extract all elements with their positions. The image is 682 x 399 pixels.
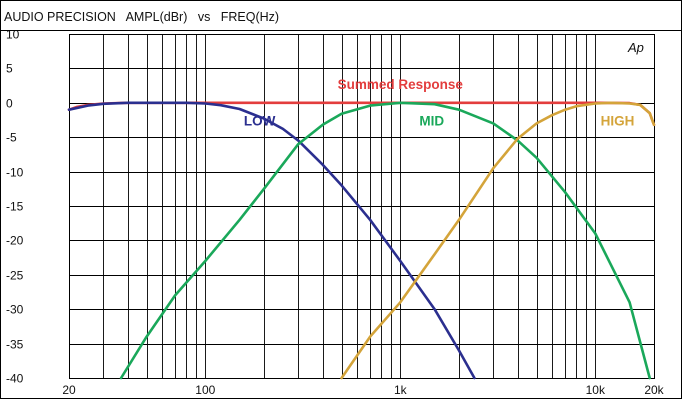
y-tick-label: -40 <box>6 372 24 386</box>
x-tick-label: 10k <box>586 383 606 397</box>
x-tick-label: 20k <box>644 383 664 397</box>
y-tick-label: -30 <box>6 303 24 317</box>
y-tick-label: -20 <box>6 234 24 248</box>
series-line-high <box>340 101 656 380</box>
y-tick-label: 10 <box>6 28 20 42</box>
plot-area-border <box>69 34 655 379</box>
y-tick-label: -15 <box>6 200 24 214</box>
x-tick-label: 20 <box>62 383 76 397</box>
series-layer <box>67 101 656 380</box>
series-line-summed-response <box>67 101 656 127</box>
label-layer: 10 5 0 -5 -10 -15 -20 -25 -30 -35 -40 20 100 1k 10k 20k… <box>6 28 665 398</box>
series-label-summed-response: Summed Response <box>338 77 464 92</box>
series-line-mid <box>119 101 652 380</box>
y-tick-label: -35 <box>6 338 24 352</box>
series-line-low <box>67 101 476 380</box>
y-tick-label: -25 <box>6 269 24 283</box>
plot-title-x-quantity: FREQ(Hz) <box>220 10 280 24</box>
plot-title-brand: AUDIO PRECISION <box>4 10 116 24</box>
y-tick-label: 5 <box>6 62 13 76</box>
y-tick-label: -5 <box>6 131 17 145</box>
series-label-high: HIGH <box>601 114 635 129</box>
y-tick-label: -10 <box>6 166 24 180</box>
y-tick-label: 0 <box>6 97 13 111</box>
series-label-low: LOW <box>244 114 276 129</box>
series-label-mid: MID <box>419 114 444 129</box>
plot-title-vs: vs <box>197 10 211 24</box>
ap-logo: Ap <box>628 40 644 55</box>
x-tick-label: 1k <box>394 383 408 397</box>
plot-title-y-quantity: AMPL(dBr) <box>125 10 188 24</box>
x-tick-label: 100 <box>195 383 215 397</box>
plot-title: AUDIO PRECISION AMPL(dBr) vs FREQ(Hz) <box>4 10 279 24</box>
